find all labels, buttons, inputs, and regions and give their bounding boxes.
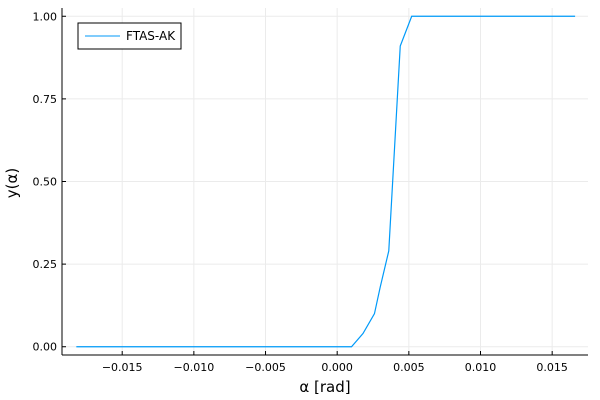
y-tick-label: 0.75: [33, 93, 58, 106]
x-tick-label: −0.015: [102, 361, 143, 374]
x-axis-label: α [rad]: [299, 378, 350, 396]
x-tick-label: 0.005: [393, 361, 425, 374]
series-layer: [76, 15, 576, 348]
x-tick-label: 0.015: [536, 361, 568, 374]
x-tick-label: −0.005: [245, 361, 286, 374]
y-tick-label: 0.50: [33, 176, 58, 189]
series-line: [76, 15, 576, 348]
axes: [61, 8, 588, 356]
y-tick-label: 1.00: [33, 10, 58, 23]
x-tick-label: 0.000: [321, 361, 353, 374]
y-tick-label: 0.00: [33, 341, 58, 354]
legend: FTAS-AK: [77, 22, 182, 50]
x-tick-label: 0.010: [465, 361, 497, 374]
legend-label: FTAS-AK: [126, 29, 176, 43]
y-axis-label: y(α): [3, 168, 21, 198]
x-tick-label: −0.010: [173, 361, 214, 374]
tick-labels: −0.015 −0.010 −0.005 0.000 0.005 0.010 0.015 0.…: [33, 10, 568, 374]
y-tick-label: 0.25: [33, 258, 58, 271]
